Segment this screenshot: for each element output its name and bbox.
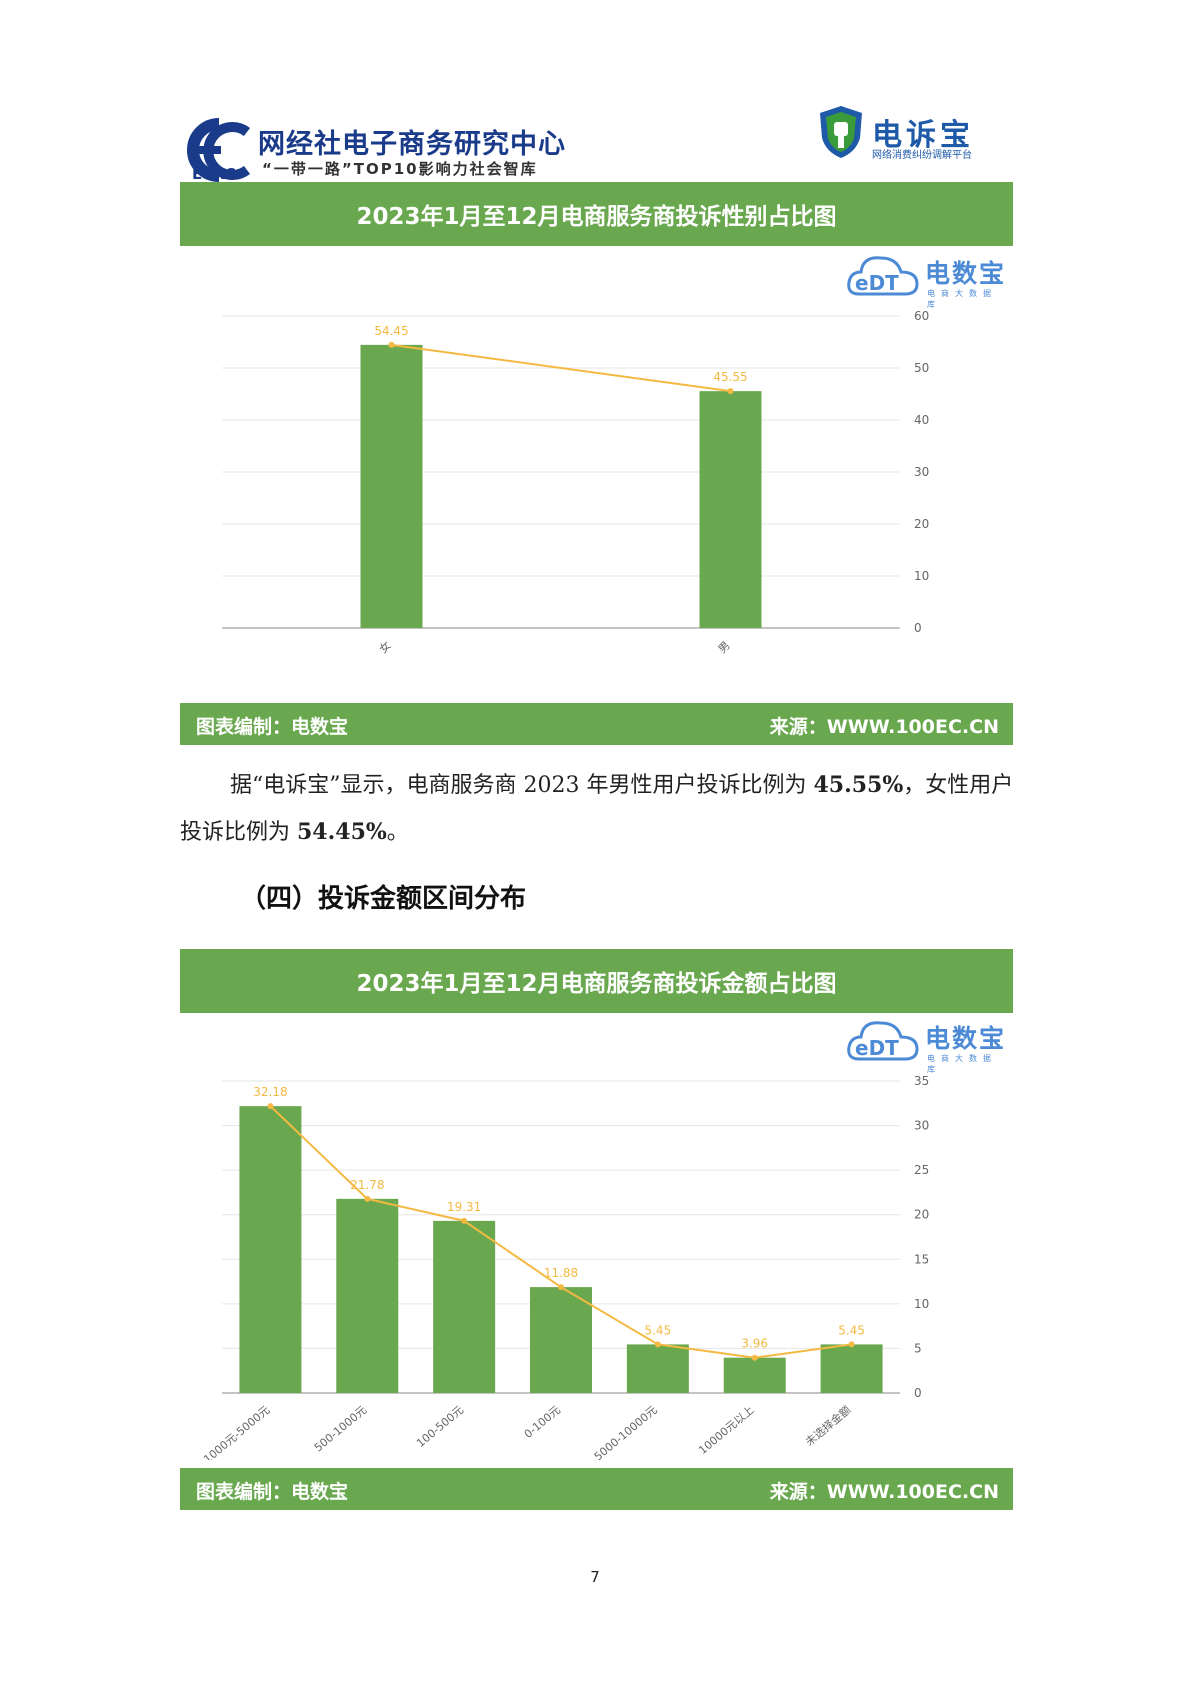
female-percentage: 54.45%	[297, 819, 387, 845]
bar	[360, 344, 423, 628]
data-label: 32.18	[253, 1085, 287, 1099]
x-tick-label: 500-1000元	[312, 1403, 369, 1454]
page-number: 7	[590, 1568, 600, 1586]
data-point	[727, 388, 734, 395]
y-tick-label: 60	[914, 309, 929, 323]
shield-fist-icon	[820, 106, 862, 158]
paragraph-part1: 据“电诉宝”显示，电商服务商 2023 年男性用户投诉比例为	[230, 773, 814, 798]
y-tick-label: 25	[914, 1163, 929, 1177]
data-point	[461, 1217, 468, 1224]
y-tick-label: 0	[914, 1386, 922, 1400]
ecrc-logo-icon	[187, 118, 251, 182]
data-point	[267, 1103, 274, 1110]
data-label: 54.45	[374, 324, 408, 338]
chart1-footer-left: 图表编制：电数宝	[196, 716, 349, 738]
watermark-name: 电数宝	[925, 259, 1007, 288]
y-tick-label: 10	[914, 569, 929, 583]
y-tick-label: 0	[914, 621, 922, 635]
chart2-title: 2023年1月至12月电商服务商投诉金额占比图	[180, 949, 1013, 1013]
chart2-footer-left: 图表编制：电数宝	[196, 1481, 349, 1503]
y-tick-label: 15	[914, 1252, 929, 1266]
bar	[530, 1287, 592, 1393]
bar	[723, 1357, 786, 1393]
x-tick-label: 未选择金额	[802, 1403, 853, 1449]
y-tick-label: 40	[914, 413, 929, 427]
bar	[626, 1344, 689, 1393]
paragraph-part2: ，女性用户投诉比例为	[180, 773, 1014, 845]
y-tick-label: 10	[914, 1297, 929, 1311]
data-point	[654, 1341, 661, 1348]
section-heading: （四）投诉金额区间分布	[240, 884, 527, 914]
y-tick-label: 30	[914, 1119, 929, 1133]
x-tick-label: 5000-10000元	[592, 1403, 660, 1460]
watermark-sub: 电商大数据库	[927, 289, 997, 309]
bar	[820, 1344, 883, 1393]
data-label: 19.31	[447, 1200, 481, 1214]
x-tick-label: 100-500元	[414, 1403, 466, 1450]
x-tick-label: 1000元-5000元	[201, 1403, 272, 1460]
data-point	[388, 341, 395, 348]
org-slogan: “一带一路”TOP10影响力社会智库	[262, 160, 538, 178]
y-tick-label: 50	[914, 361, 929, 375]
data-label: 5.45	[644, 1323, 671, 1337]
org-abbr: ECRC	[192, 165, 236, 183]
chart1-footer-right: 来源：WWW.100EC.CN	[769, 716, 999, 738]
amount-bar-chart: 0 5 10 15 20 25 30 35 1000元-5000元 500-1000元 100-50…	[201, 1074, 929, 1460]
data-label: 5.45	[838, 1323, 865, 1337]
data-point	[751, 1354, 758, 1361]
gender-bar-chart: 0 10 20 30 40 50 60 女 男 54.45 45.55	[222, 309, 929, 656]
chart2-footer-right: 来源：WWW.100EC.CN	[769, 1481, 999, 1503]
y-tick-label: 20	[914, 517, 929, 531]
bar	[433, 1220, 496, 1393]
series-line	[391, 343, 731, 393]
male-percentage: 45.55%	[813, 772, 904, 798]
x-tick-label: 10000元以上	[696, 1403, 756, 1457]
x-tick-label: 男	[716, 639, 733, 656]
cloud-icon: eDT	[847, 256, 919, 296]
cloud-icon: eDT	[847, 1021, 919, 1061]
data-point	[364, 1195, 371, 1202]
chart2-footer: 图表编制：电数宝 来源：WWW.100EC.CN	[180, 1468, 1013, 1510]
watermark-logo-text: eDT	[855, 1036, 899, 1060]
y-tick-label: 35	[914, 1074, 929, 1088]
watermark-name: 电数宝	[925, 1024, 1007, 1053]
paragraph-part3: 。	[386, 820, 409, 845]
y-tick-label: 20	[914, 1208, 929, 1222]
chart2-watermark: eDT 电数宝 电商大数据库	[845, 1015, 1010, 1074]
y-tick-label: 5	[914, 1341, 922, 1355]
data-point	[848, 1341, 855, 1348]
data-label: 3.96	[741, 1337, 768, 1351]
bar	[699, 391, 762, 628]
chart1-title: 2023年1月至12月电商服务商投诉性别占比图	[180, 182, 1013, 246]
x-tick-label: 0-100元	[522, 1403, 563, 1441]
data-label: 21.78	[350, 1178, 384, 1192]
chart1-footer: 图表编制：电数宝 来源：WWW.100EC.CN	[180, 703, 1013, 745]
data-label: 11.88	[544, 1266, 578, 1280]
platform-subtitle: 网络消费纠纷调解平台	[872, 150, 972, 161]
data-point	[558, 1284, 564, 1291]
org-name: 网经社电子商务研究中心	[258, 129, 566, 160]
data-label: 45.55	[713, 370, 747, 384]
platform-name: 电诉宝	[872, 118, 974, 153]
chart1-watermark: eDT 电数宝 电商大数据库	[845, 250, 1010, 309]
bar	[239, 1106, 302, 1393]
watermark-sub: 电商大数据库	[927, 1054, 997, 1074]
y-tick-label: 30	[914, 465, 929, 479]
bar	[336, 1198, 399, 1393]
watermark-logo-text: eDT	[855, 271, 899, 295]
x-tick-label: 女	[376, 638, 394, 656]
body-paragraph: 据“电诉宝”显示，电商服务商 2023 年男性用户投诉比例为 45.55%，女性…	[180, 762, 1015, 856]
